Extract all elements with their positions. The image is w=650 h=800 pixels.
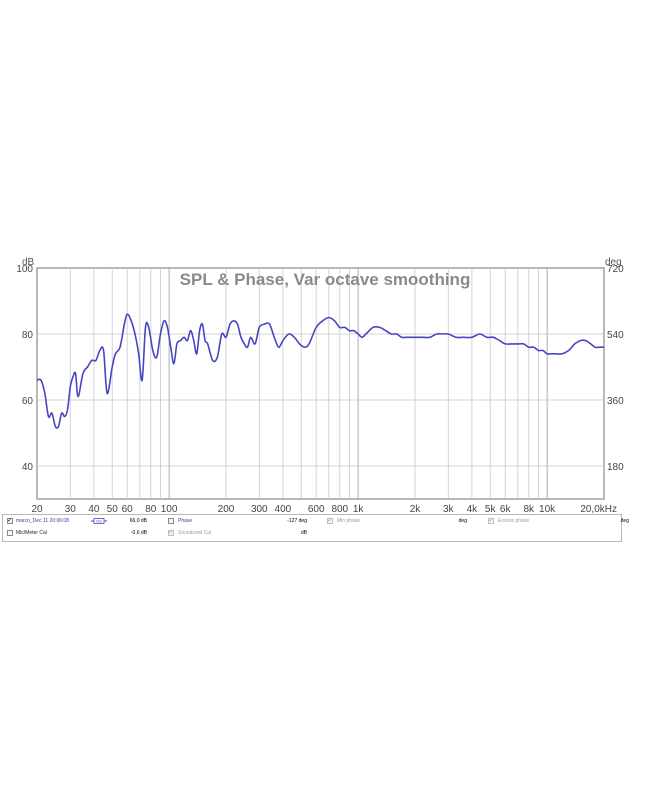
phase-label: Phase [178, 518, 193, 524]
x-tick-label: 10k [539, 504, 556, 515]
excess-phase-unit: deg [620, 518, 629, 524]
soundcard-cal-checkbox[interactable] [168, 528, 174, 538]
x-tick-label: 30 [65, 504, 77, 515]
mic-cal-checkbox[interactable] [7, 530, 13, 536]
chart-title: SPL & Phase, Var octave smoothing [180, 270, 471, 289]
series-swatch[interactable]: Var [91, 518, 107, 524]
min-phase-label: Min phase [337, 518, 361, 524]
y-tick-labels: 40 60 80 100 [16, 264, 33, 473]
x-tick-label: 600 [308, 504, 325, 515]
x-tick-label: 80 [145, 504, 157, 515]
x-tick-label: 1k [353, 504, 365, 515]
y2-axis-unit-label: deg [605, 257, 622, 268]
x-tick-label: 20,0kHz [580, 504, 617, 515]
x-tick-label: 200 [218, 504, 235, 515]
y2-tick-labels: 180 360 540 720 [607, 264, 624, 473]
legend-panel: marco_Dec 11 20:06:08 Var 66,0 dB Phase … [2, 514, 629, 542]
spl-value: 66,0 dB [129, 518, 147, 524]
spl-phase-chart: SPL & Phase, Var octave smoothing dB deg… [16, 257, 624, 515]
y2-tick-label: 540 [607, 330, 624, 341]
swatch-label: Var [96, 519, 103, 524]
y-tick-label: 40 [22, 462, 34, 473]
x-tick-label: 300 [251, 504, 268, 515]
x-tick-label: 6k [500, 504, 512, 515]
x-tick-label: 60 [122, 504, 134, 515]
x-tick-label: 20 [31, 504, 43, 515]
mic-cal-label: Mic/Meter Cal [16, 530, 47, 536]
y-tick-label: 60 [22, 396, 34, 407]
y2-tick-label: 180 [607, 462, 624, 473]
x-tick-labels: 20 30 40 50 60 80 100 200 300 400 600 800 1k 2k 3k 4k 5k… [31, 504, 617, 515]
y-axis-unit-label: dB [22, 257, 35, 268]
phase-checkbox[interactable] [168, 518, 174, 524]
x-tick-label: 400 [275, 504, 292, 515]
measurement-name: marco_Dec 11 20:06:08 [16, 518, 69, 524]
excess-phase-label: Excess phase [498, 518, 530, 524]
x-tick-label: 40 [88, 504, 100, 515]
phase-value: -127 deg [287, 518, 307, 524]
measurement-checkbox[interactable] [7, 516, 13, 526]
soundcard-cal-label: Soundcard Cal [178, 530, 212, 536]
excess-phase-checkbox[interactable] [488, 516, 494, 526]
x-tick-label: 8k [524, 504, 536, 515]
y-tick-label: 80 [22, 330, 34, 341]
y-tick-label: 100 [16, 264, 33, 275]
x-tick-label: 5k [485, 504, 497, 515]
x-tick-label: 2k [410, 504, 422, 515]
x-tick-label: 800 [331, 504, 348, 515]
soundcard-cal-unit: dB [300, 530, 307, 536]
y2-tick-label: 720 [607, 264, 624, 275]
spl-series-line [36, 313, 604, 429]
grid-lines [37, 268, 604, 499]
min-phase-checkbox[interactable] [327, 516, 333, 526]
mic-cal-value: -0,6 dB [130, 530, 147, 536]
min-phase-unit: deg [458, 518, 467, 524]
legend-row-calibration: Mic/Meter Cal -0,6 dB Soundcard Cal dB [3, 528, 621, 540]
x-tick-label: 3k [443, 504, 455, 515]
x-tick-label: 4k [467, 504, 479, 515]
legend-row-measurement: marco_Dec 11 20:06:08 Var 66,0 dB Phase … [3, 516, 629, 528]
y2-tick-label: 360 [607, 396, 624, 407]
x-tick-label: 100 [161, 504, 178, 515]
x-tick-label: 50 [107, 504, 119, 515]
plot-frame [36, 267, 605, 500]
